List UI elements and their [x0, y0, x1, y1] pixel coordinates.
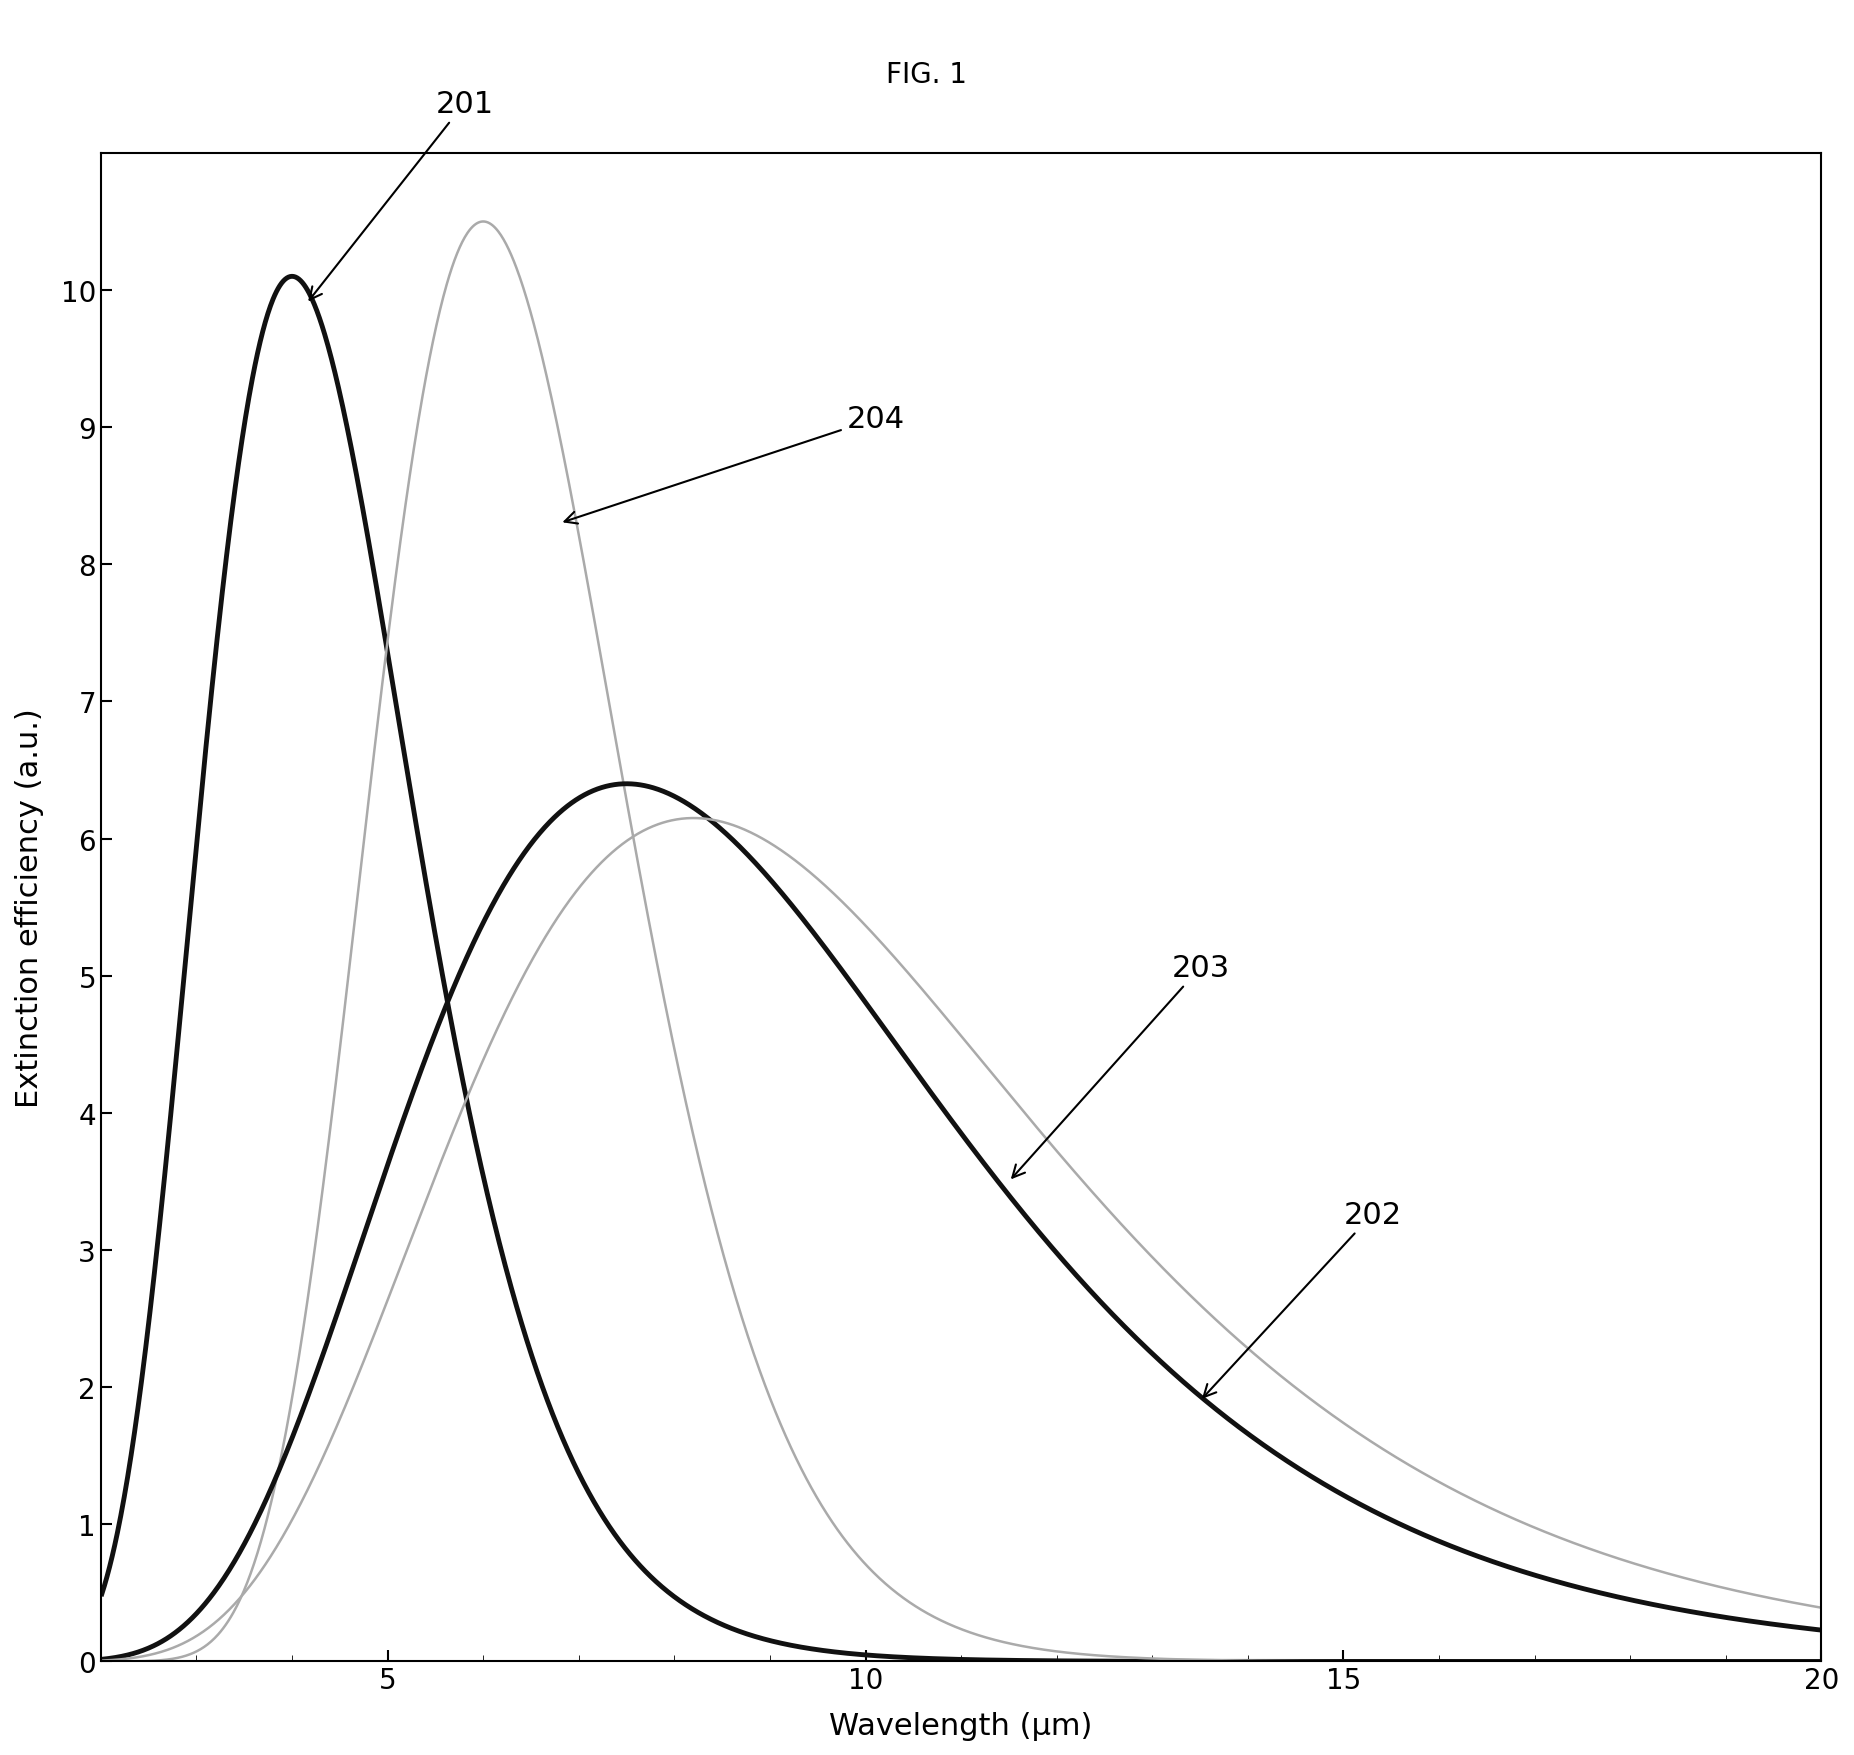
X-axis label: Wavelength (μm): Wavelength (μm)	[829, 1711, 1092, 1739]
Y-axis label: Extinction efficiency (a.u.): Extinction efficiency (a.u.)	[15, 707, 44, 1107]
Text: 203: 203	[1012, 953, 1229, 1178]
Text: 201: 201	[310, 90, 493, 300]
Text: FIG. 1: FIG. 1	[886, 61, 968, 90]
Text: 202: 202	[1203, 1200, 1402, 1397]
Text: 204: 204	[564, 405, 905, 525]
